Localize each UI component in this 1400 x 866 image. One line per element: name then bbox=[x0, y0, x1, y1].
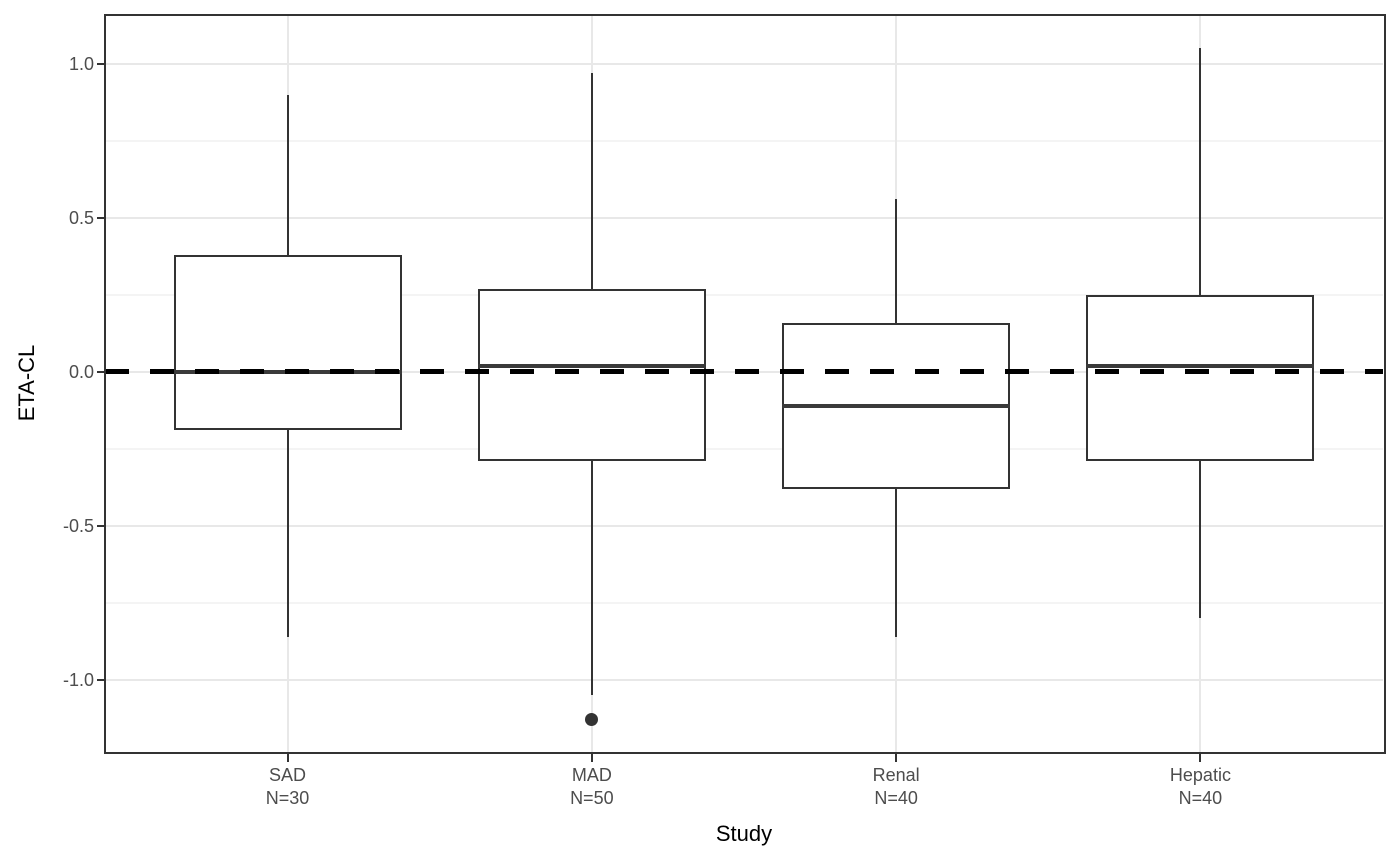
y-tick-mark bbox=[97, 370, 105, 373]
x-tick-label-renal: Renal N=40 bbox=[796, 764, 996, 810]
box-mad bbox=[477, 288, 706, 462]
x-tick-label-study: SAD bbox=[269, 765, 307, 785]
x-tick-label-n: N=30 bbox=[265, 788, 310, 808]
y-tick-mark bbox=[97, 678, 105, 681]
x-tick-label-mad: MAD N=50 bbox=[492, 764, 692, 810]
whisker-lower-renal bbox=[895, 488, 898, 637]
x-tick-mark bbox=[590, 754, 593, 762]
x-tick-label-study: Renal bbox=[872, 765, 920, 785]
gridline-major-horizontal bbox=[105, 62, 1383, 65]
y-tick-label: 0.0 bbox=[68, 361, 94, 382]
x-tick-label-n: N=40 bbox=[1178, 788, 1223, 808]
x-tick-label-hepatic: Hepatic N=40 bbox=[1100, 764, 1300, 810]
whisker-upper-renal bbox=[895, 199, 898, 323]
whisker-upper-hepatic bbox=[1199, 48, 1202, 295]
gridline-minor-horizontal bbox=[105, 448, 1383, 450]
y-axis-title: ETA-CL bbox=[14, 344, 39, 422]
y-tick-mark bbox=[97, 216, 105, 219]
x-tick-label-n: N=40 bbox=[874, 788, 918, 808]
y-tick-mark bbox=[97, 524, 105, 527]
whisker-lower-mad bbox=[590, 461, 593, 696]
gridline-minor-horizontal bbox=[105, 602, 1383, 604]
y-tick-label: 1.0 bbox=[68, 53, 94, 74]
y-tick-label: 0.5 bbox=[68, 207, 94, 228]
y-tick-label: -0.5 bbox=[62, 515, 94, 536]
x-axis-title: Study bbox=[715, 821, 773, 846]
x-tick-label-study: MAD bbox=[571, 765, 612, 785]
whisker-upper-mad bbox=[590, 73, 593, 289]
x-tick-label-study: Hepatic bbox=[1169, 765, 1231, 785]
x-tick-mark bbox=[286, 754, 289, 762]
box-hepatic bbox=[1086, 294, 1315, 462]
gridline-major-horizontal bbox=[105, 678, 1383, 681]
gridline-minor-horizontal bbox=[105, 140, 1383, 142]
gridline-major-horizontal bbox=[105, 524, 1383, 527]
x-tick-label-n: N=50 bbox=[570, 788, 614, 808]
y-tick-label: -1.0 bbox=[62, 669, 94, 690]
box-sad bbox=[173, 254, 402, 431]
median-mad bbox=[477, 363, 706, 368]
median-hepatic bbox=[1086, 363, 1315, 368]
whisker-lower-sad bbox=[286, 430, 289, 637]
whisker-upper-sad bbox=[286, 94, 289, 255]
zero-reference-line bbox=[105, 369, 1383, 375]
outlier-point-mad bbox=[585, 713, 599, 727]
x-tick-mark bbox=[895, 754, 898, 762]
x-tick-mark bbox=[1199, 754, 1202, 762]
whisker-lower-hepatic bbox=[1199, 461, 1202, 619]
median-renal bbox=[782, 403, 1011, 408]
x-tick-label-sad: SAD N=30 bbox=[188, 764, 388, 810]
y-tick-mark bbox=[97, 62, 105, 65]
gridline-minor-horizontal bbox=[105, 294, 1383, 296]
gridline-major-horizontal bbox=[105, 216, 1383, 219]
